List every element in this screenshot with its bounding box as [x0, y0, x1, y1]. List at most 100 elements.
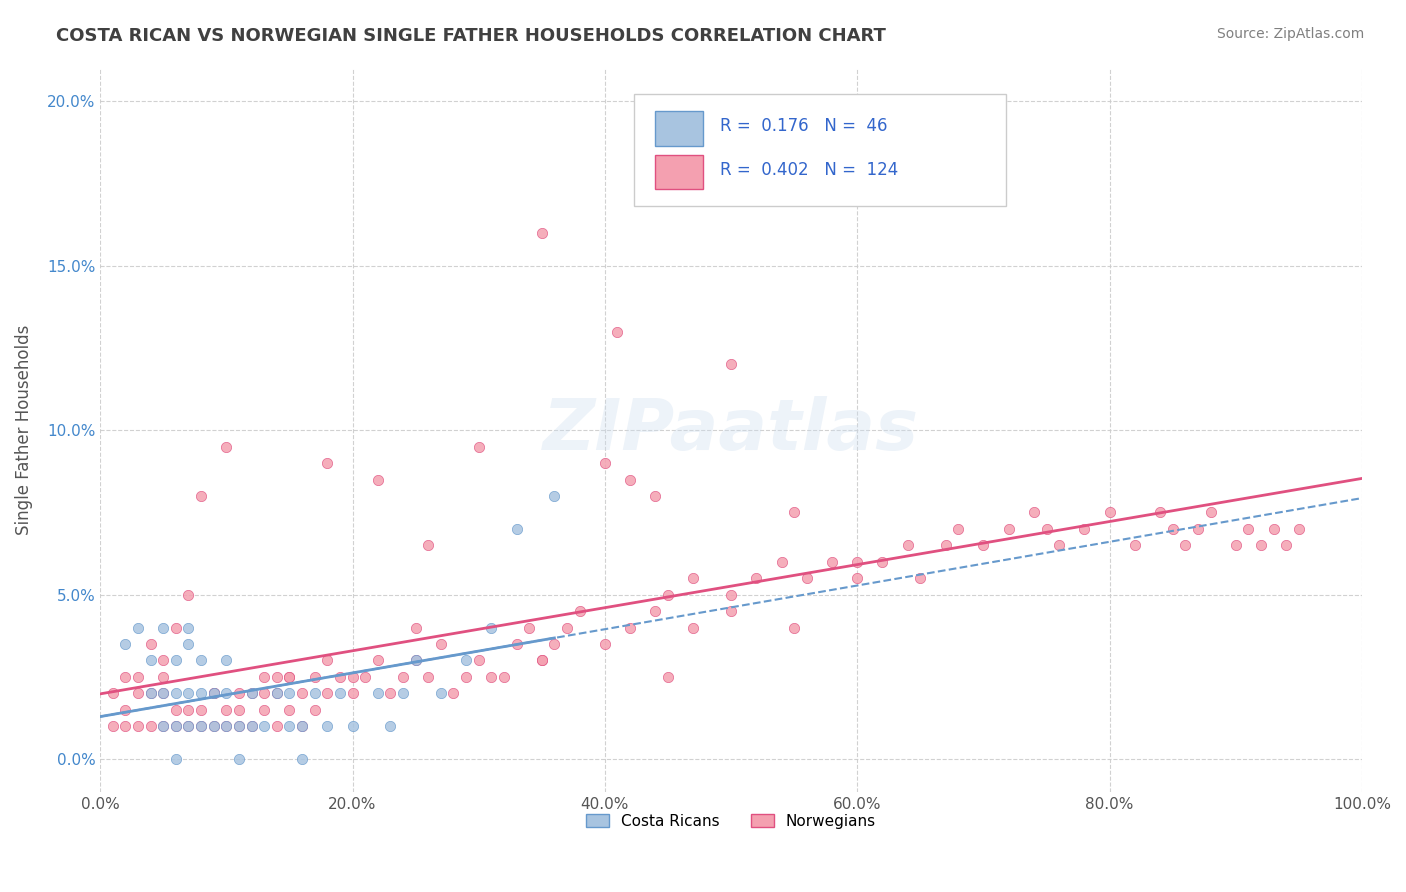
Point — [152, 621, 174, 635]
Point — [467, 440, 489, 454]
Point — [682, 571, 704, 585]
Point — [114, 719, 136, 733]
Point — [316, 653, 339, 667]
Point — [910, 571, 932, 585]
Point — [215, 719, 238, 733]
Point — [152, 719, 174, 733]
Point — [530, 226, 553, 240]
Point — [1263, 522, 1285, 536]
Point — [1237, 522, 1260, 536]
Point — [177, 588, 200, 602]
Point — [479, 670, 502, 684]
Point — [152, 653, 174, 667]
Point — [418, 670, 440, 684]
Point — [190, 489, 212, 503]
Point — [342, 670, 364, 684]
Point — [543, 637, 565, 651]
Point — [430, 686, 453, 700]
Point — [1035, 522, 1057, 536]
Point — [745, 571, 768, 585]
Point — [997, 522, 1019, 536]
Point — [114, 703, 136, 717]
Point — [342, 719, 364, 733]
Point — [253, 670, 276, 684]
Point — [278, 670, 301, 684]
Point — [266, 670, 288, 684]
Point — [266, 686, 288, 700]
Point — [304, 686, 326, 700]
Point — [555, 621, 578, 635]
Point — [139, 637, 162, 651]
Point — [479, 621, 502, 635]
Point — [316, 686, 339, 700]
Point — [253, 686, 276, 700]
Point — [228, 719, 250, 733]
Point — [139, 686, 162, 700]
Point — [405, 621, 427, 635]
Point — [127, 621, 149, 635]
Point — [228, 703, 250, 717]
Point — [392, 686, 415, 700]
Point — [329, 670, 352, 684]
Point — [228, 719, 250, 733]
Point — [935, 538, 957, 552]
Point — [897, 538, 920, 552]
Point — [505, 637, 527, 651]
Point — [972, 538, 994, 552]
Point — [215, 440, 238, 454]
Point — [796, 571, 818, 585]
Point — [291, 752, 314, 766]
Point — [304, 670, 326, 684]
Point — [329, 686, 352, 700]
Point — [291, 686, 314, 700]
Point — [215, 653, 238, 667]
Point — [846, 555, 869, 569]
Point — [152, 719, 174, 733]
Point — [139, 653, 162, 667]
Point — [1225, 538, 1247, 552]
Point — [367, 686, 389, 700]
Point — [177, 703, 200, 717]
Point — [392, 670, 415, 684]
Point — [202, 686, 225, 700]
Point — [202, 686, 225, 700]
Point — [1174, 538, 1197, 552]
Point — [202, 719, 225, 733]
Point — [228, 686, 250, 700]
Point — [127, 719, 149, 733]
Point — [821, 555, 844, 569]
Text: ZIPaatlas: ZIPaatlas — [543, 396, 920, 465]
Point — [291, 719, 314, 733]
Point — [240, 719, 263, 733]
Point — [593, 456, 616, 470]
Point — [316, 456, 339, 470]
Point — [190, 703, 212, 717]
Point — [405, 653, 427, 667]
Point — [720, 604, 742, 618]
Point — [177, 686, 200, 700]
Point — [177, 719, 200, 733]
Point — [720, 588, 742, 602]
Point — [165, 703, 187, 717]
Point — [517, 621, 540, 635]
Point — [1073, 522, 1095, 536]
Point — [430, 637, 453, 651]
Point — [783, 505, 806, 519]
Bar — [655, 154, 703, 189]
Text: R =  0.402   N =  124: R = 0.402 N = 124 — [720, 161, 898, 178]
Point — [228, 752, 250, 766]
Point — [505, 522, 527, 536]
Point — [380, 719, 402, 733]
Point — [139, 686, 162, 700]
Point — [1288, 522, 1310, 536]
Point — [1022, 505, 1045, 519]
Point — [101, 719, 124, 733]
Point — [190, 719, 212, 733]
Point — [114, 637, 136, 651]
Point — [682, 621, 704, 635]
Point — [278, 703, 301, 717]
Point — [278, 686, 301, 700]
Point — [165, 653, 187, 667]
Y-axis label: Single Father Households: Single Father Households — [15, 325, 32, 535]
Point — [1275, 538, 1298, 552]
